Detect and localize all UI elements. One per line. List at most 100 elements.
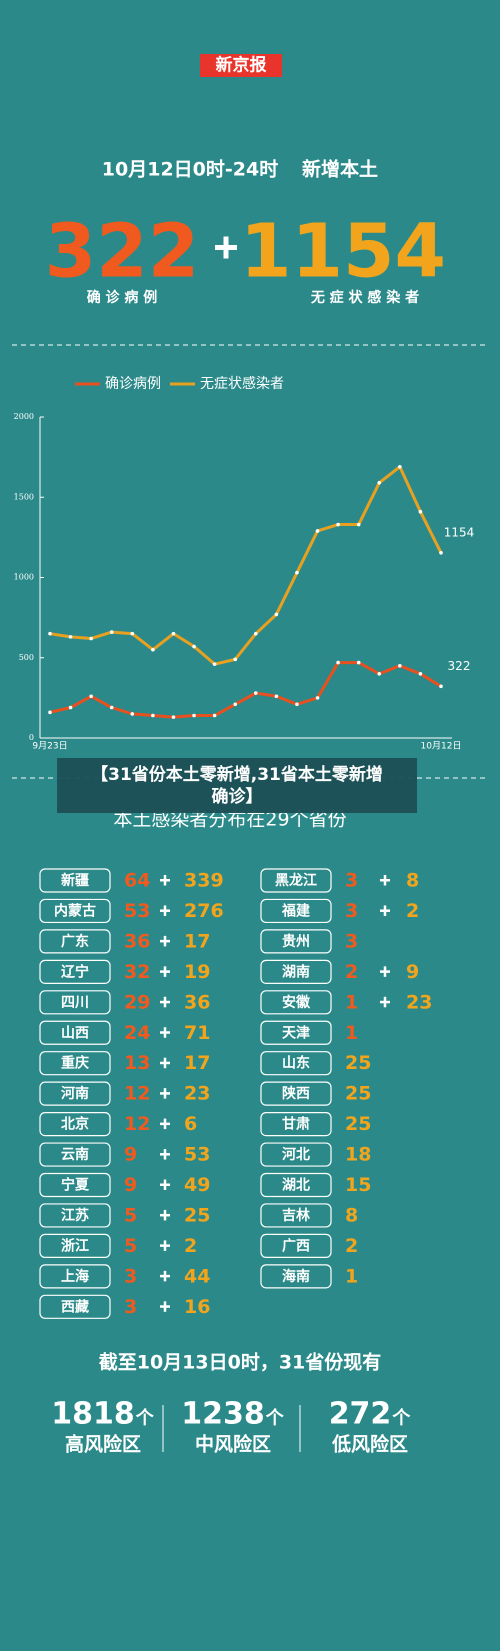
province-box	[260, 1233, 332, 1259]
data-point	[130, 712, 135, 716]
risk-label: 低风险区	[331, 1433, 408, 1456]
confirmed: 13	[124, 1052, 150, 1074]
province-box	[260, 868, 332, 893]
province-name: 西藏	[61, 1298, 89, 1315]
data-point	[192, 713, 196, 718]
y-tick-label: 1000	[14, 573, 34, 582]
data-point	[151, 647, 155, 652]
data-point	[212, 713, 217, 718]
legend-label: 确诊病例	[105, 376, 161, 392]
asymptomatic: 2	[184, 1235, 197, 1257]
asymptomatic: 9	[406, 961, 419, 983]
y-tick-label: 2000	[14, 412, 34, 421]
data-point	[315, 529, 320, 533]
data-point	[274, 612, 279, 617]
data-point	[336, 522, 340, 527]
plus-v	[163, 996, 167, 1008]
series-line	[49, 465, 443, 666]
province-name: 河南	[61, 1085, 89, 1102]
data-point	[295, 570, 299, 575]
data-point	[89, 636, 93, 641]
province-name: 贵州	[282, 933, 310, 950]
y-tick-label: 500	[19, 653, 34, 662]
logo: 新京报	[216, 55, 267, 76]
plus-v	[163, 1118, 167, 1130]
line-chart: 0 500 1000 1500 2000 9月23日 10月12日 确诊病例 无症状感染者 322…	[14, 375, 475, 752]
province-box	[39, 1203, 111, 1228]
data-point	[253, 631, 258, 636]
plus-v	[163, 1149, 167, 1160]
province-name: 天津	[282, 1024, 310, 1041]
confirmed: 3	[124, 1265, 137, 1287]
confirmed: 12	[124, 1113, 150, 1135]
province-name: 上海	[61, 1268, 89, 1285]
confirmed: 1	[345, 1022, 358, 1044]
data-point	[398, 464, 402, 469]
logo-box	[200, 54, 282, 77]
data-point	[48, 631, 52, 636]
data-point	[253, 691, 258, 695]
province-name: 陕西	[282, 1085, 310, 1102]
plus-v	[383, 905, 387, 916]
data-point	[336, 660, 340, 665]
plus-v	[383, 996, 387, 1008]
province-name: 湖北	[282, 1178, 310, 1194]
legend-label: 无症状感染者	[200, 375, 284, 392]
asymptomatic: 53	[184, 1144, 210, 1166]
province-name: 广东	[61, 933, 89, 950]
data-point	[109, 630, 114, 634]
province-box	[260, 929, 332, 954]
plus-v	[163, 1209, 167, 1221]
data-point	[171, 715, 176, 719]
plus-v	[163, 935, 167, 947]
plus-v	[163, 1270, 167, 1282]
plus-v	[383, 966, 387, 977]
data-point	[109, 705, 114, 710]
end-label: 322	[448, 659, 471, 673]
province-name: 重庆	[61, 1055, 89, 1072]
confirmed: 24	[124, 1022, 150, 1044]
plus-v	[163, 966, 167, 977]
province-box	[260, 898, 332, 924]
province-name: 吉林	[282, 1207, 310, 1224]
province-name: 河北	[282, 1146, 310, 1163]
confirmed: 32	[124, 961, 150, 983]
asymptomatic: 17	[184, 1052, 210, 1074]
data-point	[151, 713, 155, 718]
province-name: 安徽	[282, 994, 311, 1011]
province-box	[260, 1111, 332, 1137]
asymptomatic: 25	[184, 1204, 210, 1226]
province-box	[260, 1172, 332, 1198]
asymptomatic: 25	[345, 1052, 371, 1074]
distribution-title: 本土感染者分布在29个省份	[113, 809, 346, 831]
data-point	[356, 522, 361, 527]
province-box	[39, 959, 111, 984]
risk-label: 高风险区	[65, 1433, 141, 1456]
province-box	[39, 1081, 111, 1106]
province-name: 海南	[282, 1268, 310, 1285]
confirmed: 29	[124, 991, 150, 1013]
asymptomatic: 44	[184, 1265, 210, 1287]
data-point	[130, 631, 135, 636]
province-box	[260, 1051, 332, 1076]
province-box	[39, 990, 111, 1015]
risk-unit: 个	[391, 1407, 411, 1429]
province-name: 浙江	[61, 1237, 89, 1254]
asymptomatic: 2	[345, 1235, 358, 1257]
asymptomatic: 339	[184, 870, 224, 892]
confirmed-label: 确 诊 病 例	[87, 289, 158, 306]
plus-v	[163, 1240, 167, 1251]
province-box	[260, 1081, 332, 1106]
confirmed: 3	[124, 1296, 137, 1318]
asymptomatic: 15	[345, 1174, 371, 1196]
asymptomatic: 1	[345, 1265, 358, 1287]
data-point	[315, 696, 320, 700]
province-box	[39, 898, 111, 924]
plus-v	[163, 875, 167, 886]
province-name: 山东	[282, 1055, 310, 1072]
asymptomatic: 23	[406, 991, 432, 1013]
data-point	[418, 509, 423, 514]
